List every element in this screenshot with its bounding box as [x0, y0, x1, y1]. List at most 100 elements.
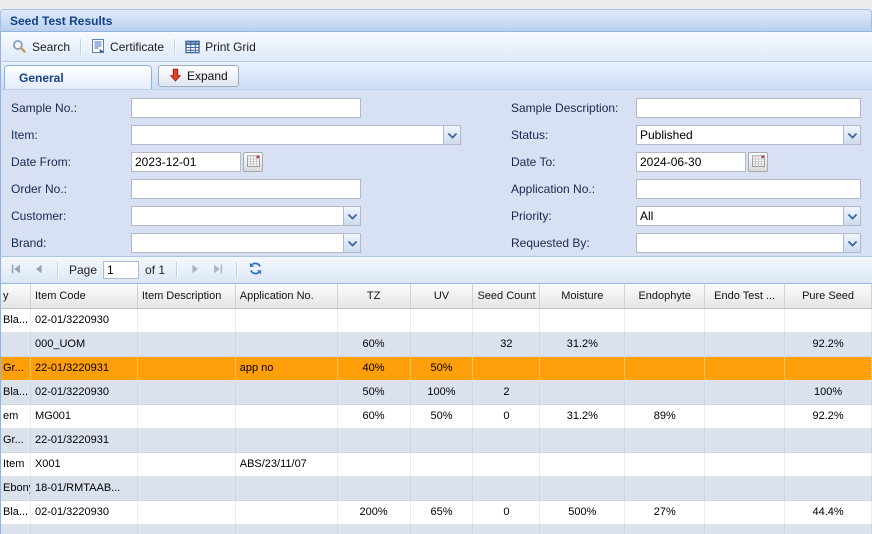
grid-cell: em [1, 405, 31, 428]
grid-cell [473, 429, 541, 452]
grid-cell: 02-01/3220930 [31, 309, 138, 332]
column-header-moisture[interactable]: Moisture [540, 284, 626, 308]
print-grid-button[interactable]: Print Grid [180, 37, 261, 57]
chevron-down-icon [847, 209, 857, 223]
column-header-application-no[interactable]: Application No. [236, 284, 338, 308]
order-no-input[interactable] [131, 179, 361, 199]
grid-cell [338, 429, 411, 452]
next-page-button[interactable] [185, 260, 205, 280]
filter-form-right-column: Sample Description: Status: Date To: Applic… [471, 98, 872, 256]
grid-cell [236, 381, 338, 404]
chevron-down-icon [347, 236, 357, 250]
grid-row[interactable]: Bla... 02-01/3220930 50% 100% 2 100% [1, 381, 872, 405]
grid-cell: 44.4% [785, 501, 872, 524]
customer-dropdown-trigger[interactable] [344, 206, 361, 226]
expand-button[interactable]: Expand [158, 65, 239, 87]
column-header-pure-seed[interactable]: Pure Seed [785, 284, 872, 308]
brand-dropdown-trigger[interactable] [344, 233, 361, 253]
grid-cell [473, 525, 541, 534]
column-header-endo-test[interactable]: Endo Test ... [705, 284, 786, 308]
date-from-label: Date From: [11, 155, 72, 169]
grid-cell [625, 357, 706, 380]
column-header-item-code[interactable]: Item Code [31, 284, 138, 308]
search-icon [12, 39, 27, 54]
grid-cell: Bla... [1, 501, 31, 524]
grid-cell [473, 453, 541, 476]
status-combo-input[interactable] [636, 125, 844, 145]
filter-form-left-column: Sample No.: Item: Date From: Order No.: Cust… [1, 98, 471, 256]
column-header-uv[interactable]: UV [411, 284, 474, 308]
column-header-seed-count[interactable]: Seed Count [473, 284, 541, 308]
date-to-calendar-button[interactable] [748, 152, 768, 172]
item-dropdown-trigger[interactable] [444, 125, 461, 145]
customer-combo-input[interactable] [131, 206, 344, 226]
first-page-button[interactable] [6, 260, 26, 280]
grid-cell [236, 501, 338, 524]
field-brand: Brand: [11, 233, 471, 253]
prev-page-button[interactable] [29, 260, 49, 280]
search-button[interactable]: Search [7, 36, 75, 57]
grid-cell: 02-01/3220930 [31, 381, 138, 404]
print-grid-icon [185, 40, 200, 54]
grid-row[interactable]: Ebony18-01/RMTAAB... [1, 477, 872, 501]
column-header-y[interactable]: y [1, 284, 31, 308]
grid-cell [540, 477, 626, 500]
field-requested-by: Requested By: [511, 233, 872, 253]
grid-cell [625, 381, 706, 404]
chevron-down-icon [347, 209, 357, 223]
date-from-input[interactable] [131, 152, 241, 172]
priority-combo-input[interactable] [636, 206, 844, 226]
requested-by-combo-input[interactable] [636, 233, 844, 253]
paging-toolbar: Page of 1 [0, 256, 872, 284]
status-label: Status: [511, 128, 549, 142]
grid-cell [540, 357, 626, 380]
chevron-down-icon [847, 236, 857, 250]
last-page-button[interactable] [208, 260, 228, 280]
grid-row[interactable]: Gr... 22-01/3220931 [1, 429, 872, 453]
grid-row[interactable]: 000_UOM 60% 32 31.2% 92.2% [1, 333, 872, 357]
certificate-button[interactable]: Certificate [86, 36, 169, 57]
grid-cell [705, 477, 786, 500]
page-first-icon [9, 262, 23, 279]
page-number-input[interactable] [103, 261, 140, 279]
toolbar-separator [80, 38, 82, 55]
grid-row[interactable]: Bla... 02-01/3220930 [1, 309, 872, 333]
field-order-no: Order No.: [11, 179, 471, 199]
field-status: Status: [511, 125, 872, 145]
status-dropdown-trigger[interactable] [844, 125, 861, 145]
date-to-input[interactable] [636, 152, 746, 172]
application-no-input[interactable] [636, 179, 861, 199]
grid-cell [138, 429, 236, 452]
item-combo-input[interactable] [131, 125, 444, 145]
grid-row[interactable]: em MG001 60% 50% 0 31.2% 89% 92.2% [1, 405, 872, 429]
calendar-icon [246, 154, 260, 170]
column-header-item-description[interactable]: Item Description [138, 284, 236, 308]
grid-cell [1, 525, 31, 534]
grid-cell [411, 429, 474, 452]
refresh-button[interactable] [245, 260, 265, 280]
priority-dropdown-trigger[interactable] [844, 206, 861, 226]
grid-cell [338, 525, 411, 534]
requested-by-dropdown-trigger[interactable] [844, 233, 861, 253]
column-header-endophyte[interactable]: Endophyte [625, 284, 706, 308]
grid-cell: X001 [31, 453, 138, 476]
field-sample-description: Sample Description: [511, 98, 872, 118]
grid-cell: 500% [540, 501, 626, 524]
grid-cell [138, 477, 236, 500]
grid-cell: 60% [338, 405, 411, 428]
grid-row[interactable] [1, 525, 872, 534]
tab-bar: General Expand [0, 62, 872, 90]
grid-cell [236, 525, 338, 534]
sample-no-input[interactable] [131, 98, 361, 118]
sample-description-input[interactable] [636, 98, 861, 118]
brand-combo-input[interactable] [131, 233, 344, 253]
column-header-tz[interactable]: TZ [338, 284, 411, 308]
grid-row[interactable]: Gr... 22-01/3220931 app no 40% 50% [1, 357, 872, 381]
tab-general[interactable]: General [4, 65, 152, 89]
sample-no-label: Sample No.: [11, 101, 78, 115]
certificate-button-label: Certificate [110, 39, 165, 54]
grid-row[interactable]: Item X001 ABS/23/11/07 [1, 453, 872, 477]
date-from-calendar-button[interactable] [243, 152, 263, 172]
expand-button-label: Expand [187, 69, 228, 83]
grid-row[interactable]: Bla... 02-01/3220930 200% 65% 0 500% 27% 44.4% [1, 501, 872, 525]
